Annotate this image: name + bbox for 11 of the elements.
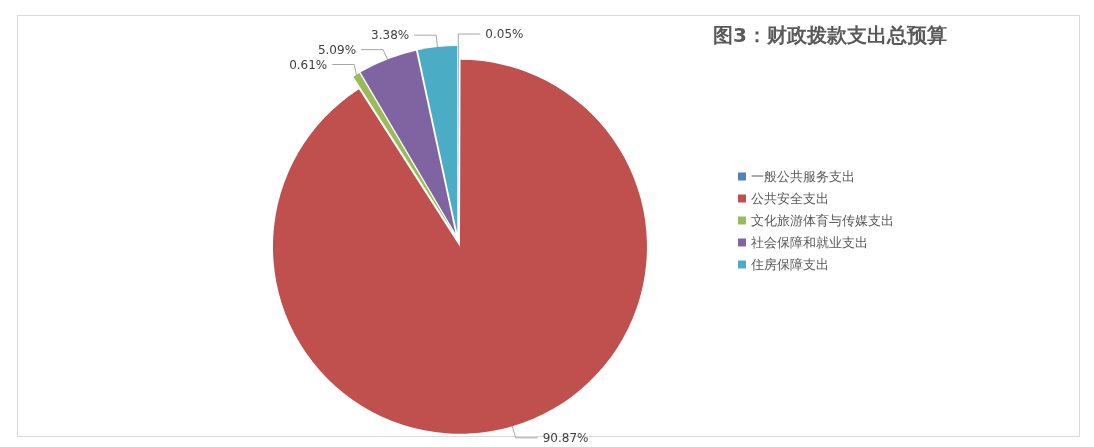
data-label: 90.87%: [542, 430, 589, 445]
data-label: 0.61%: [289, 57, 328, 72]
legend-label: 公共安全支出: [751, 191, 829, 206]
data-label: 3.38%: [371, 28, 410, 43]
data-label: 0.05%: [485, 27, 524, 41]
legend-label: 社会保障和就业支出: [751, 235, 868, 250]
data-label: 5.09%: [317, 42, 357, 57]
legend-label: 住房保障支出: [750, 257, 829, 272]
legend-label: 一般公共服务支出: [751, 169, 855, 184]
chart-title: 图3：财政拨款支出总预算: [713, 23, 947, 47]
legend-label: 文化旅游体育与传媒支出: [751, 213, 894, 228]
